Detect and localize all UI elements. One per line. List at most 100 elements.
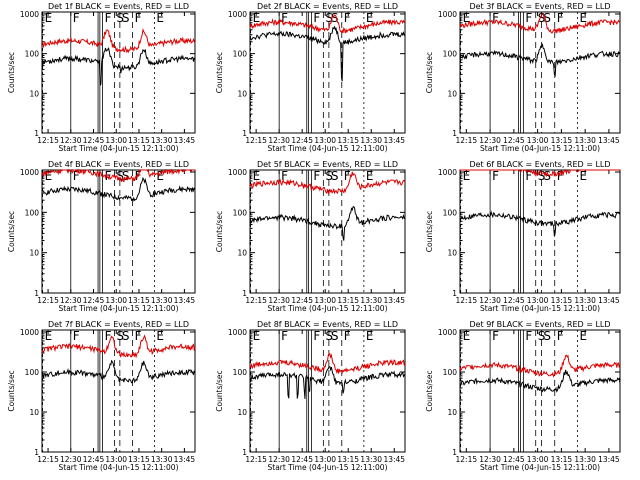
marker-letter: F [525,329,532,343]
x-tick-label: 12:45 [291,136,313,145]
marker-letter: S [331,11,339,25]
y-axis-label: Counts/sec [215,211,224,252]
x-axis-label: Start Time (04-Jun-15 12:11:00) [480,304,600,313]
detector-panel-2: Det 2f BLACK = Events, RED = LLD 1 10 100 10… [215,2,406,153]
marker-letter: F [492,329,499,343]
y-tick-label: 1 [242,448,247,457]
marker-letter: E [156,11,164,25]
events-series [41,176,196,203]
x-tick-label: 13:00 [527,136,549,145]
y-tick-label: 100 [443,368,458,377]
x-tick-label: 13:15 [551,296,573,305]
y-tick-label: 1000 [438,168,457,177]
x-axis-label: Start Time (04-Jun-15 12:11:00) [59,463,179,472]
lld-series [249,352,406,375]
y-tick-label: 10 [29,249,39,258]
y-tick-label: 100 [25,368,40,377]
y-tick-label: 1 [242,289,247,298]
plot-frame [459,329,621,453]
x-tick-label: 13:00 [105,136,127,145]
x-tick-label: 12:45 [503,136,525,145]
x-tick-label: 12:15 [245,136,267,145]
marker-letter: S [122,329,130,343]
y-tick-label: 100 [443,208,458,217]
detector-panel-7: Det 7f BLACK = Events, RED = LLD 1 10 100 10… [7,320,196,472]
y-tick-label: 1000 [228,10,247,19]
y-tick-label: 1000 [438,10,457,19]
x-tick-label: 13:15 [128,455,150,464]
x-tick-label: 13:15 [337,296,359,305]
x-axis-label: Start Time (04-Jun-15 12:11:00) [59,144,179,153]
x-tick-label: 13:45 [174,136,196,145]
events-series [41,47,196,86]
detector-panel-1: Det 1f BLACK = Events, RED = LLD 1 10 100 10… [7,2,196,153]
plot-frame [249,11,406,134]
events-series [249,365,406,399]
lld-series [459,354,621,378]
marker-letter: F [492,11,499,25]
x-tick-label: 13:30 [151,136,173,145]
y-tick-label: 1 [452,129,457,138]
y-tick-label: 10 [29,89,39,98]
x-tick-label: 12:15 [37,296,59,305]
lld-series [41,168,195,183]
plot-frame [249,169,406,294]
plot-frame [459,11,621,134]
panel-title: Det 4f BLACK = Events, RED = LLD [48,160,189,169]
x-tick-label: 13:45 [383,455,405,464]
plot-frame [41,11,196,134]
x-tick-label: 13:45 [383,296,405,305]
panel-title: Det 3f BLACK = Events, RED = LLD [469,2,610,11]
x-tick-label: 13:00 [105,455,127,464]
x-tick-label: 12:15 [37,455,59,464]
detector-panel-6: Det 6f BLACK = Events, RED = LLD 1 10 100 10… [425,160,621,313]
marker-letter: F [105,169,112,183]
y-axis-label: Counts/sec [7,52,16,93]
marker-letter: S [543,329,551,343]
marker-letter: E [45,11,53,25]
y-tick-label: 1 [452,448,457,457]
x-tick-label: 12:15 [456,136,478,145]
x-tick-label: 12:45 [83,296,105,305]
x-tick-label: 13:15 [128,136,150,145]
marker-letter: S [331,169,339,183]
x-tick-label: 13:30 [574,455,596,464]
marker-letter: F [525,169,532,183]
x-tick-label: 12:15 [245,296,267,305]
x-tick-label: 13:45 [598,455,620,464]
marker-letter: S [122,169,130,183]
events-series [459,210,621,237]
marker-letter: F [281,169,288,183]
x-tick-label: 12:45 [83,136,105,145]
y-axis-label: Counts/sec [7,211,16,252]
detector-panel-3: Det 3f BLACK = Events, RED = LLD 1 10 100 10… [425,2,621,153]
plot-frame [41,169,196,294]
x-tick-label: 13:30 [151,455,173,464]
x-tick-label: 12:30 [479,136,501,145]
marker-letter: F [105,11,112,25]
marker-letter: E [366,329,374,343]
marker-letter: E [580,11,588,25]
x-tick-label: 13:15 [337,455,359,464]
y-tick-label: 10 [237,249,247,258]
x-tick-label: 13:00 [527,455,549,464]
detector-panel-8: Det 8f BLACK = Events, RED = LLD 1 10 100 10… [215,320,406,472]
marker-letter: S [122,11,130,25]
marker-letter: E [580,169,588,183]
y-tick-label: 10 [29,408,39,417]
x-tick-label: 13:45 [598,136,620,145]
y-tick-label: 100 [25,50,40,59]
x-tick-label: 13:45 [174,455,196,464]
marker-letter: F [313,11,320,25]
marker-letter: E [580,329,588,343]
y-tick-label: 1 [242,129,247,138]
panel-title: Det 5f BLACK = Events, RED = LLD [257,160,398,169]
lld-series [249,171,406,195]
x-tick-label: 13:30 [360,136,382,145]
x-tick-label: 12:15 [456,296,478,305]
marker-letter: S [543,169,551,183]
x-tick-label: 13:00 [314,455,336,464]
y-tick-label: 1000 [20,168,39,177]
lld-series [41,27,196,54]
